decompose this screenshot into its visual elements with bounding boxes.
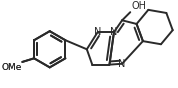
Text: OH: OH [131, 1, 146, 11]
Text: OMe: OMe [1, 63, 21, 72]
Text: OMe: OMe [1, 63, 21, 72]
Text: N: N [118, 59, 126, 69]
Text: N: N [110, 27, 118, 37]
Text: N: N [94, 27, 101, 37]
